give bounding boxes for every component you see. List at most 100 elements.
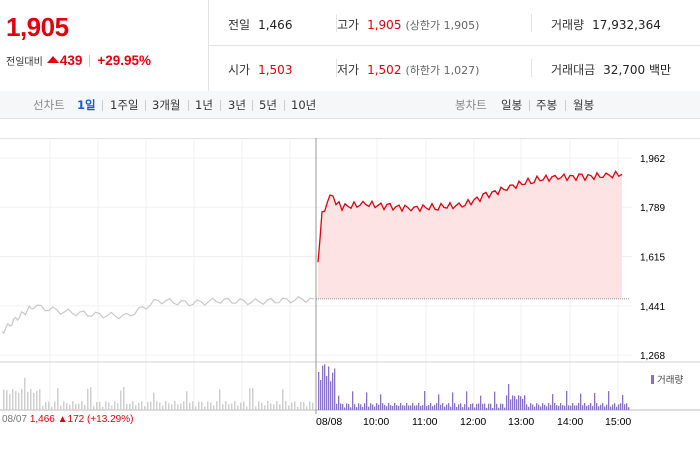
volume-bar: [510, 399, 512, 410]
volume-bar: [322, 365, 324, 410]
tab-1d[interactable]: 1일: [77, 98, 96, 112]
volume-bar: [36, 390, 38, 410]
volume-bar: [150, 401, 152, 410]
stat-value: 17,932,364: [592, 17, 661, 32]
volume-bar: [102, 406, 104, 410]
volume-bar: [33, 392, 35, 410]
volume-bar: [568, 405, 570, 410]
volume-bar: [452, 392, 454, 410]
volume-bar: [628, 407, 630, 410]
volume-bar: [428, 404, 430, 410]
volume-bar: [129, 403, 131, 410]
volume-bar: [606, 404, 608, 410]
volume-bar: [480, 395, 482, 410]
tab-5y[interactable]: 5년: [259, 98, 277, 112]
volume-bar: [258, 401, 260, 410]
volume-bar: [171, 404, 173, 410]
volume-bar: [45, 402, 47, 410]
volume-bar: [552, 394, 554, 410]
chart-period-tabs: 선차트 1일 1주일 3개월 1년 3년 5년 10년 봉차트 일봉 주봉 월봉: [0, 91, 700, 119]
volume-bar: [522, 399, 524, 410]
volume-bar: [514, 396, 516, 410]
stat-label: 고가: [337, 18, 360, 32]
tab-1y[interactable]: 1년: [195, 98, 213, 112]
volume-bar: [492, 407, 494, 410]
volume-bar: [596, 403, 598, 410]
stat-label: 시가: [228, 63, 251, 77]
volume-bar: [516, 399, 518, 410]
volume-bar: [108, 402, 110, 410]
volume-bar: [560, 403, 562, 410]
divider: [529, 100, 530, 111]
volume-bar: [219, 389, 221, 410]
volume-bar: [312, 402, 314, 410]
volume-bar: [285, 401, 287, 410]
volume-bar: [626, 403, 628, 410]
volume-bar: [207, 401, 209, 410]
volume-bar: [162, 405, 164, 410]
tab-weekly[interactable]: 주봉: [536, 98, 558, 112]
volume-bar: [410, 405, 412, 410]
tab-3y[interactable]: 3년: [228, 98, 246, 112]
volume-bar: [524, 395, 526, 410]
volume-bar: [536, 403, 538, 410]
tab-3m[interactable]: 3개월: [152, 98, 181, 112]
volume-bar: [342, 403, 344, 410]
stat-label: 거래량: [551, 18, 585, 32]
volume-bar: [382, 403, 384, 410]
volume-bar: [273, 404, 275, 410]
volume-bar: [390, 404, 392, 410]
volume-bar: [442, 403, 444, 410]
volume-bar: [132, 401, 134, 410]
volume-bar: [336, 403, 338, 410]
stat-volume: 거래량 17,932,364: [551, 16, 661, 33]
volume-bar: [398, 405, 400, 410]
volume-bar: [51, 406, 53, 410]
y-tick-label: 1,789: [640, 203, 665, 214]
divider: [531, 14, 532, 32]
y-tick-label: 1,441: [640, 302, 665, 313]
volume-bar: [608, 391, 610, 410]
volume-bar: [474, 407, 476, 410]
volume-bar: [450, 406, 452, 410]
volume-bar: [309, 401, 311, 410]
volume-bar: [468, 407, 470, 410]
volume-bar: [57, 388, 59, 410]
volume-bar: [416, 405, 418, 410]
volume-bar: [588, 405, 590, 410]
divider: [252, 100, 253, 111]
volume-bar: [548, 403, 550, 410]
volume-bar: [174, 401, 176, 410]
volume-bar: [612, 404, 614, 410]
volume-bar: [348, 404, 350, 410]
volume-bar: [502, 403, 504, 410]
x-tick-label: 08/08: [316, 416, 342, 428]
volume-bar: [458, 404, 460, 410]
x-tick-label: 14:00: [557, 416, 583, 428]
y-tick-label: 1,962: [640, 154, 665, 165]
volume-bar: [90, 387, 92, 410]
volume-bar: [300, 401, 302, 410]
volume-bar: [153, 392, 155, 410]
volume-bar: [84, 405, 86, 410]
tab-monthly[interactable]: 월봉: [573, 98, 595, 112]
stat-value: 32,700 백만: [603, 63, 672, 77]
volume-bar: [189, 402, 191, 410]
tab-10y[interactable]: 10년: [291, 98, 317, 112]
volume-bar: [192, 401, 194, 410]
volume-bar: [9, 393, 11, 410]
volume-bar: [225, 401, 227, 410]
volume-bar: [326, 376, 328, 410]
tab-daily[interactable]: 일봉: [501, 98, 523, 112]
volume-bar: [476, 403, 478, 410]
tab-1w[interactable]: 1주일: [110, 98, 139, 112]
volume-bar: [520, 396, 522, 410]
stat-label: 저가: [337, 63, 360, 77]
volume-bar: [484, 403, 486, 410]
volume-bar: [506, 395, 508, 410]
volume-bar: [234, 401, 236, 410]
volume-bar: [440, 404, 442, 410]
x-tick-label: 12:00: [460, 416, 486, 428]
volume-bar: [512, 395, 514, 410]
volume-legend: 거래량: [651, 372, 683, 386]
